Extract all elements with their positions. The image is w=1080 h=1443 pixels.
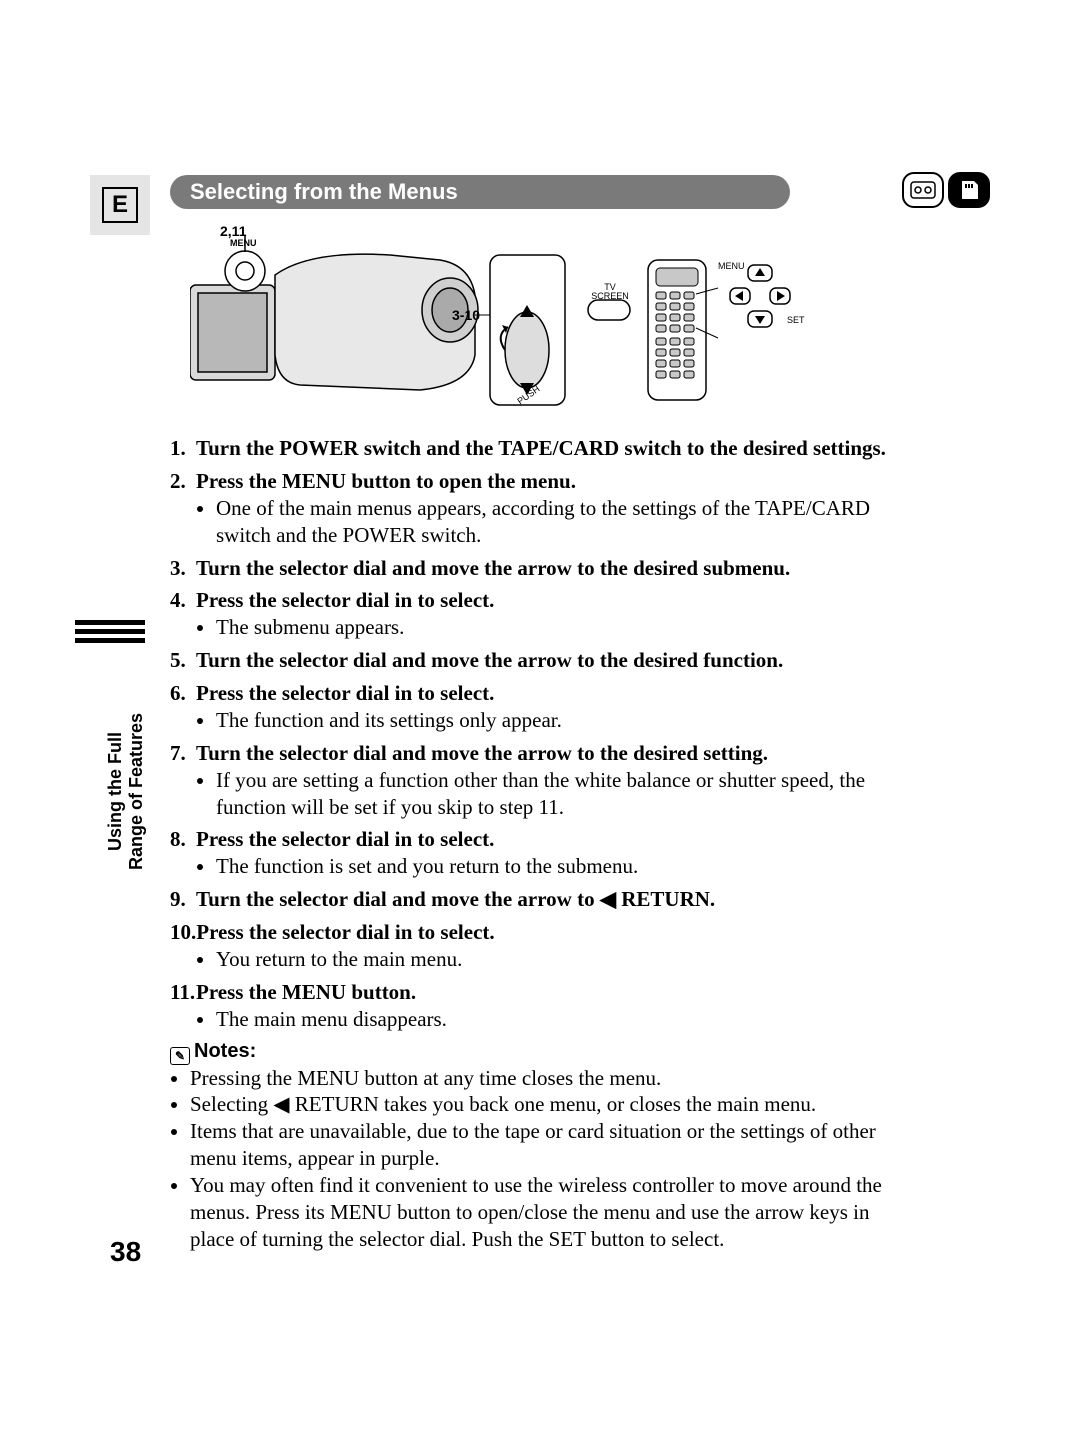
illu-label-top: 2,11 bbox=[220, 223, 246, 239]
step-head: 1.Turn the POWER switch and the TAPE/CAR… bbox=[170, 435, 900, 462]
step-number: 6. bbox=[170, 680, 196, 707]
step-head: 3.Turn the selector dial and move the ar… bbox=[170, 555, 900, 582]
step-title: Turn the selector dial and move the arro… bbox=[196, 740, 768, 767]
notes-icon: ✎ bbox=[170, 1047, 190, 1065]
step: 7.Turn the selector dial and move the ar… bbox=[170, 740, 900, 821]
side-section-label: Using the Full Range of Features bbox=[75, 660, 165, 880]
notes-heading: ✎Notes: bbox=[170, 1039, 900, 1065]
step-title: Press the MENU button to open the menu. bbox=[196, 468, 576, 495]
illu-remote-menu: MENU bbox=[718, 261, 745, 271]
step-title: Press the selector dial in to select. bbox=[196, 587, 494, 614]
step-body: You return to the main menu. bbox=[170, 946, 900, 973]
step-body: The submenu appears. bbox=[170, 614, 900, 641]
section-heading-bar: Selecting from the Menus bbox=[170, 175, 790, 209]
step: 6.Press the selector dial in to select.T… bbox=[170, 680, 900, 734]
side-label-line1: Using the Full bbox=[105, 732, 125, 851]
illu-tv-screen: TV SCREEN bbox=[590, 283, 630, 301]
page-number: 38 bbox=[110, 1236, 141, 1268]
step-title: Press the MENU button. bbox=[196, 979, 416, 1006]
step-number: 7. bbox=[170, 740, 196, 767]
step: 10.Press the selector dial in to select.… bbox=[170, 919, 900, 973]
step-head: 6.Press the selector dial in to select. bbox=[170, 680, 900, 707]
step-bullet: The function and its settings only appea… bbox=[216, 707, 900, 734]
illu-label-menu: MENU bbox=[230, 238, 257, 248]
section-heading: Selecting from the Menus bbox=[190, 179, 458, 205]
note-item: You may often find it convenient to use … bbox=[190, 1172, 900, 1253]
step: 8.Press the selector dial in to select.T… bbox=[170, 826, 900, 880]
tape-mode-icon bbox=[902, 172, 944, 208]
step-body: One of the main menus appears, according… bbox=[170, 495, 900, 549]
step-bullet: The submenu appears. bbox=[216, 614, 900, 641]
step: 11.Press the MENU button.The main menu d… bbox=[170, 979, 900, 1033]
language-badge-box: E bbox=[90, 175, 150, 235]
step-number: 10. bbox=[170, 919, 196, 946]
step-body: The main menu disappears. bbox=[170, 1006, 900, 1033]
step-title: Press the selector dial in to select. bbox=[196, 680, 494, 707]
step-title: Press the selector dial in to select. bbox=[196, 919, 494, 946]
step: 5.Turn the selector dial and move the ar… bbox=[170, 647, 900, 674]
step-head: 2.Press the MENU button to open the menu… bbox=[170, 468, 900, 495]
side-label-line2: Range of Features bbox=[126, 713, 146, 870]
side-bars-icon bbox=[75, 620, 145, 647]
note-item: Selecting ◀ RETURN takes you back one me… bbox=[190, 1091, 900, 1118]
step-number: 1. bbox=[170, 435, 196, 462]
step-number: 8. bbox=[170, 826, 196, 853]
step: 1.Turn the POWER switch and the TAPE/CAR… bbox=[170, 435, 900, 462]
note-item: Items that are unavailable, due to the t… bbox=[190, 1118, 900, 1172]
step-head: 10.Press the selector dial in to select. bbox=[170, 919, 900, 946]
step-title: Press the selector dial in to select. bbox=[196, 826, 494, 853]
step-title: Turn the POWER switch and the TAPE/CARD … bbox=[196, 435, 886, 462]
step-number: 9. bbox=[170, 886, 196, 913]
step-bullet: If you are setting a function other than… bbox=[216, 767, 900, 821]
step-number: 2. bbox=[170, 468, 196, 495]
mode-icons bbox=[902, 172, 990, 208]
step-bullet: You return to the main menu. bbox=[216, 946, 900, 973]
step-number: 5. bbox=[170, 647, 196, 674]
step-bullet: The function is set and you return to th… bbox=[216, 853, 900, 880]
step-head: 11.Press the MENU button. bbox=[170, 979, 900, 1006]
step-bullet: One of the main menus appears, according… bbox=[216, 495, 900, 549]
step: 2.Press the MENU button to open the menu… bbox=[170, 468, 900, 549]
language-badge: E bbox=[102, 187, 138, 223]
step-title: Turn the selector dial and move the arro… bbox=[196, 647, 783, 674]
illu-label-mid: 3-10 bbox=[452, 307, 480, 323]
step-title: Turn the selector dial and move the arro… bbox=[196, 886, 715, 913]
step-number: 4. bbox=[170, 587, 196, 614]
return-arrow-icon: ◀ bbox=[600, 887, 616, 911]
step-head: 4.Press the selector dial in to select. bbox=[170, 587, 900, 614]
step-head: 7.Turn the selector dial and move the ar… bbox=[170, 740, 900, 767]
step-head: 5.Turn the selector dial and move the ar… bbox=[170, 647, 900, 674]
card-mode-icon bbox=[948, 172, 990, 208]
step-head: 8.Press the selector dial in to select. bbox=[170, 826, 900, 853]
illu-remote-set: SET bbox=[787, 315, 805, 325]
step-body: If you are setting a function other than… bbox=[170, 767, 900, 821]
step-body: The function and its settings only appea… bbox=[170, 707, 900, 734]
camera-illustration: 2,11 MENU 3-10 TV SCREEN MENU SET PUSH bbox=[190, 225, 810, 420]
step-body: The function is set and you return to th… bbox=[170, 853, 900, 880]
content-body: 1.Turn the POWER switch and the TAPE/CAR… bbox=[170, 435, 900, 1253]
step: 3.Turn the selector dial and move the ar… bbox=[170, 555, 900, 582]
step-head: 9.Turn the selector dial and move the ar… bbox=[170, 886, 900, 913]
step: 9.Turn the selector dial and move the ar… bbox=[170, 886, 900, 913]
step-title: Turn the selector dial and move the arro… bbox=[196, 555, 790, 582]
step-number: 3. bbox=[170, 555, 196, 582]
step-bullet: The main menu disappears. bbox=[216, 1006, 900, 1033]
notes-list: Pressing the MENU button at any time clo… bbox=[170, 1065, 900, 1253]
step-number: 11. bbox=[170, 979, 196, 1006]
note-item: Pressing the MENU button at any time clo… bbox=[190, 1065, 900, 1092]
step: 4.Press the selector dial in to select.T… bbox=[170, 587, 900, 641]
